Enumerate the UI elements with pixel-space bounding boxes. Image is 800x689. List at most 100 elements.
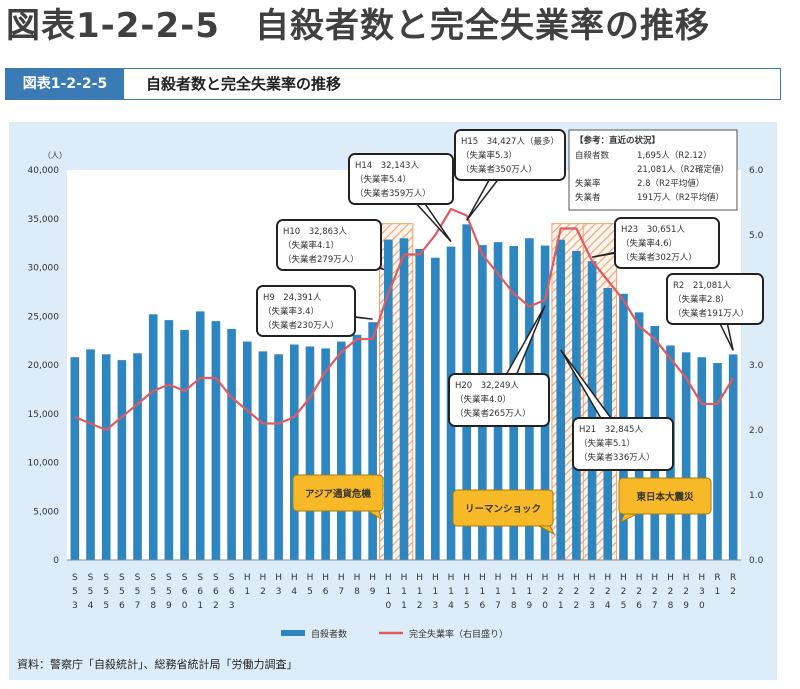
bar [587, 261, 597, 560]
bar [321, 348, 330, 560]
x-tick-label: H [604, 573, 611, 583]
callout-text: （失業者302万人） [621, 252, 697, 263]
source-note: 資料：警察庁「自殺統計」、総務省統計局「労働力調査」 [17, 657, 298, 671]
x-tick-label: H [479, 573, 486, 583]
callout-text: （失業率5.4） [355, 174, 411, 185]
y-tick-label: 0 [53, 556, 59, 566]
callout-text: R2 21,081人 [673, 281, 732, 291]
callout-box-fill [350, 155, 452, 203]
reference-title: 【参考：直近の状況】 [575, 135, 660, 146]
bar [274, 354, 283, 560]
bar [556, 239, 566, 560]
x-tick-label: 1 [417, 587, 423, 597]
x-tick-label: 5 [150, 587, 156, 597]
x-tick-label: 2 [668, 587, 674, 597]
x-tick-label: 5 [88, 587, 94, 597]
callout-box-fill [456, 131, 564, 179]
x-tick-label: S [213, 573, 219, 583]
x-tick-label: 4 [605, 601, 611, 611]
x-tick-label: S [88, 573, 94, 583]
x-tick-label: H [698, 573, 705, 583]
reference-row-value: 21,081人（R2確定値） [637, 164, 729, 175]
x-tick-label: 2 [730, 587, 736, 597]
bar [227, 328, 236, 560]
y2-tick-label: 5.0 [749, 231, 764, 241]
event-text: リーマンショック [465, 504, 541, 515]
callout-text: （失業者336万人） [579, 452, 655, 463]
x-tick-label: 1 [448, 587, 454, 597]
x-tick-label: 3 [229, 601, 235, 611]
callout-text: H10 32,863人 [283, 227, 347, 237]
event-label: 東日本大震災 [618, 477, 712, 524]
x-tick-label: 2 [417, 601, 423, 611]
x-tick-label: 1 [385, 587, 391, 597]
callout-text: H9 24,391人 [263, 293, 322, 303]
x-tick-label: S [166, 573, 172, 583]
x-tick-label: S [135, 573, 141, 583]
x-tick-label: 1 [558, 601, 564, 611]
x-tick-label: H [401, 573, 408, 583]
bar [289, 344, 299, 560]
x-tick-label: 7 [135, 601, 141, 611]
x-tick-label: 1 [715, 587, 721, 597]
y2-tick-label: 2.0 [749, 426, 764, 436]
legend-bar-swatch [281, 630, 305, 636]
event-text: 東日本大震災 [635, 491, 694, 503]
y-tick-label: 40,000 [28, 166, 60, 176]
y2-tick-label: 6.0 [749, 166, 764, 176]
x-tick-label: 0 [699, 601, 705, 611]
callout-text: （失業者359万人） [355, 188, 431, 199]
x-tick-label: 6 [213, 587, 219, 597]
x-tick-label: H [510, 573, 517, 583]
x-tick-label: H [338, 573, 345, 583]
reference-row-value: 1,695人（R2.12） [637, 150, 712, 161]
reference-row-label: 失業者 [575, 192, 601, 203]
callout: H14 32,143人 （失業率5.4） （失業者359万人） [348, 153, 454, 243]
callout: H15 34,427人（最多） （失業率5.3） （失業者350万人） [454, 129, 566, 221]
x-tick-label: 5 [307, 587, 313, 597]
x-tick-label: H [651, 573, 658, 583]
callout: H23 30,651人 （失業率4.6） （失業者302万人） [591, 217, 720, 269]
bar [117, 360, 127, 560]
x-tick-label: 5 [119, 587, 125, 597]
x-tick-label: 6 [323, 587, 329, 597]
x-tick-label: 1 [401, 587, 407, 597]
bar [305, 346, 315, 560]
bar [713, 363, 722, 560]
figure-number-tag: 図表1-2-2-5 [6, 69, 124, 99]
x-tick-label: S [119, 573, 125, 583]
x-tick-label: 6 [636, 601, 642, 611]
callout-text: H14 32,143人 [355, 161, 419, 171]
x-tick-label: H [432, 573, 439, 583]
x-tick-label: 3 [432, 601, 438, 611]
callout-text: （失業者279万人） [283, 254, 359, 265]
x-tick-label: 1 [432, 587, 438, 597]
x-tick-label: H [542, 573, 549, 583]
x-tick-label: H [557, 573, 564, 583]
bar [180, 329, 189, 560]
callout: H9 24,391人 （失業率3.4） （失業者230万人） [256, 285, 373, 337]
reference-row-label: 失業率 [575, 178, 601, 189]
x-tick-label: 3 [699, 587, 705, 597]
callout-text: H23 30,651人 [621, 225, 685, 235]
bar [384, 239, 393, 560]
callout-text: （失業率4.6） [621, 238, 677, 249]
callout-text: （失業率5.3） [461, 150, 517, 161]
x-tick-label: 6 [119, 601, 125, 611]
x-tick-label: 1 [495, 587, 501, 597]
x-tick-label: 2 [213, 601, 219, 611]
x-tick-label: H [369, 573, 376, 583]
x-tick-label: 0 [542, 601, 548, 611]
legend: 自殺者数 完全失業率（右目盛り） [281, 628, 508, 640]
bar [133, 353, 142, 560]
x-tick-label: H [260, 573, 267, 583]
x-tick-label: 7 [495, 601, 501, 611]
unemployment-line [74, 207, 735, 432]
callout-box-fill [450, 375, 548, 425]
x-tick-label: H [589, 573, 596, 583]
y-tick-label: 20,000 [28, 361, 60, 371]
x-tick-label: H [416, 573, 423, 583]
callout-text: （失業者230万人） [263, 320, 339, 331]
y-tick-label: 25,000 [28, 312, 60, 322]
x-tick-label: 1 [480, 587, 486, 597]
